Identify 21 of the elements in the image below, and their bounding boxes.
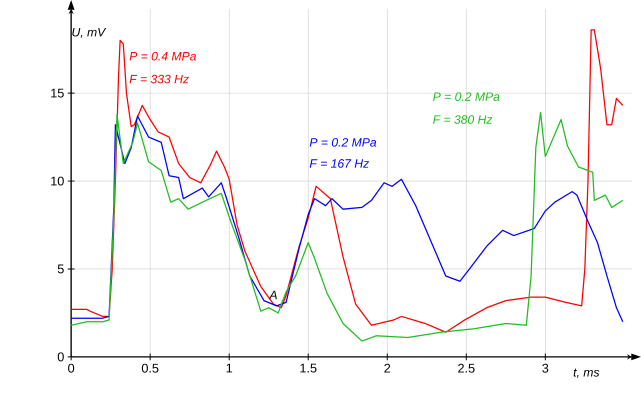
annotation: A [268,290,277,299]
line-series [70,29,624,333]
x-tick-label: 0.5 [142,364,158,372]
annotation: P = 0.2 MPa [310,138,376,146]
y-tick-label: 5 [58,264,64,274]
x-tick-label: 2 [384,364,390,372]
x-tick-label: 0 [68,364,74,372]
x-tick-label: 2.5 [458,364,475,372]
y-axis-title: U, mV [72,28,106,38]
annotation: F = 380 Hz [433,115,492,124]
annotation: F = 167 Hz [310,158,370,168]
x-tick-label: 1.5 [300,364,316,372]
x-tick-label: 3 [542,364,548,372]
y-tick-label: 10 [51,176,64,186]
annotation: F = 333 Hz [130,74,189,84]
annotation: P = 0.4 MPa [130,52,196,60]
y-tick-label: 0 [58,352,64,362]
annotation: P = 0.2 MPa [433,92,500,101]
y-tick-label: 15 [51,88,64,98]
x-axis-title: t, ms [574,368,600,378]
x-tick-label: 1 [226,364,232,372]
